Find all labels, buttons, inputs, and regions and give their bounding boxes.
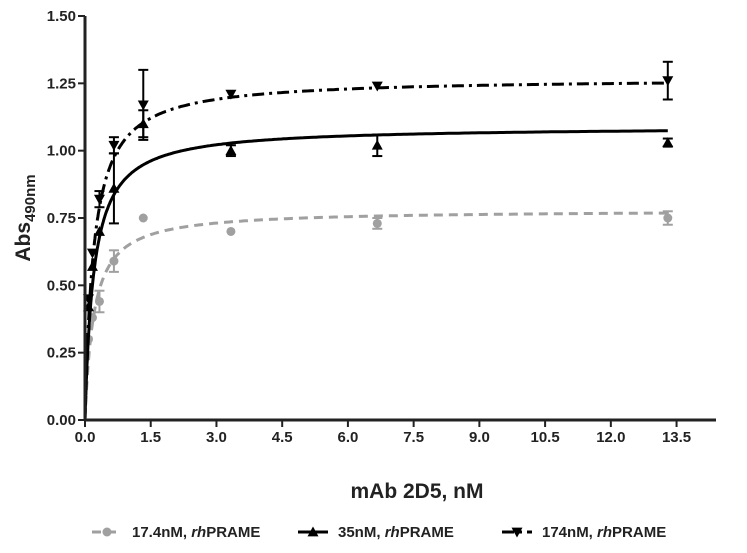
data-point xyxy=(225,145,237,156)
series-1 xyxy=(83,109,674,420)
y-tick-label: 1.50 xyxy=(47,8,76,25)
axes xyxy=(83,16,716,422)
legend-label-prefix: 17.4nM, xyxy=(132,524,191,541)
y-tick-label: 1.25 xyxy=(47,75,76,92)
data-point xyxy=(225,89,237,100)
y-ticks: 0.00 0.25 0.50 0.75 1.00 1.25 1.50 xyxy=(47,8,85,429)
y-axis-title: Abs490nm xyxy=(12,174,39,261)
legend-marker xyxy=(102,527,112,537)
y-axis-title-subscript: 490nm xyxy=(22,174,39,222)
legend-label-prefix: 35nM, xyxy=(338,524,385,541)
data-point xyxy=(662,76,674,87)
x-tick-label: 0.0 xyxy=(75,429,96,446)
fit-curve xyxy=(83,81,668,420)
x-tick-label: 13.5 xyxy=(662,429,691,446)
y-tick-label: 0.50 xyxy=(47,277,76,294)
data-point xyxy=(109,256,119,266)
data-point xyxy=(138,213,148,223)
legend-item-1: 35nM, rhPRAME xyxy=(298,524,454,541)
data-point xyxy=(226,226,236,236)
data-point xyxy=(662,137,674,147)
y-tick-label: 1.00 xyxy=(47,143,76,160)
data-point xyxy=(137,100,149,111)
legend-item-2: 174nM, rhPRAME xyxy=(502,524,666,541)
x-tick-label: 7.5 xyxy=(403,429,424,446)
series-0 xyxy=(83,210,673,420)
data-point xyxy=(372,218,382,228)
x-tick-label: 3.0 xyxy=(206,429,227,446)
legend-label-suffix: PRAME xyxy=(206,524,260,541)
data-point xyxy=(371,81,383,92)
legend-label-italic: rh xyxy=(385,524,400,541)
legend-label: 35nM, rhPRAME xyxy=(338,524,454,541)
data-point xyxy=(371,139,383,150)
y-tick-label: 0.00 xyxy=(47,412,76,429)
y-tick-label: 0.75 xyxy=(47,210,76,227)
data-point xyxy=(93,225,105,236)
series-2 xyxy=(83,60,674,420)
legend-label: 174nM, rhPRAME xyxy=(542,524,666,541)
legend-item-0: 17.4nM, rhPRAME xyxy=(92,524,260,541)
x-tick-label: 6.0 xyxy=(337,429,358,446)
legend-label-prefix: 174nM, xyxy=(542,524,597,541)
x-axis-title: mAb 2D5, nM xyxy=(350,480,483,503)
x-tick-label: 9.0 xyxy=(469,429,490,446)
data-point xyxy=(108,140,120,151)
x-ticks: 0.0 1.5 3.0 4.5 6.0 7.5 9.0 10.5 12.0 13.5 xyxy=(75,420,691,446)
x-tick-label: 12.0 xyxy=(596,429,625,446)
legend: 17.4nM, rhPRAME 35nM, rhPRAME 174nM, rhPRA… xyxy=(92,524,666,541)
legend-label-italic: rh xyxy=(191,524,206,541)
data-point xyxy=(94,296,104,306)
data-point xyxy=(86,248,98,259)
legend-label-italic: rh xyxy=(597,524,612,541)
data-point xyxy=(108,182,120,193)
y-axis-title-main: Abs xyxy=(12,222,35,262)
legend-label-suffix: PRAME xyxy=(400,524,454,541)
legend-marker xyxy=(511,527,523,538)
fit-curve xyxy=(83,211,668,420)
x-tick-label: 10.5 xyxy=(531,429,560,446)
y-tick-label: 0.25 xyxy=(47,345,76,362)
x-tick-label: 4.5 xyxy=(272,429,293,446)
data-point xyxy=(663,213,673,223)
data-point xyxy=(93,194,105,205)
plot-marks xyxy=(83,60,674,420)
fit-curve xyxy=(83,129,668,420)
legend-label-suffix: PRAME xyxy=(612,524,666,541)
legend-marker xyxy=(307,526,319,537)
legend-label: 17.4nM, rhPRAME xyxy=(132,524,260,541)
x-tick-label: 1.5 xyxy=(140,429,161,446)
